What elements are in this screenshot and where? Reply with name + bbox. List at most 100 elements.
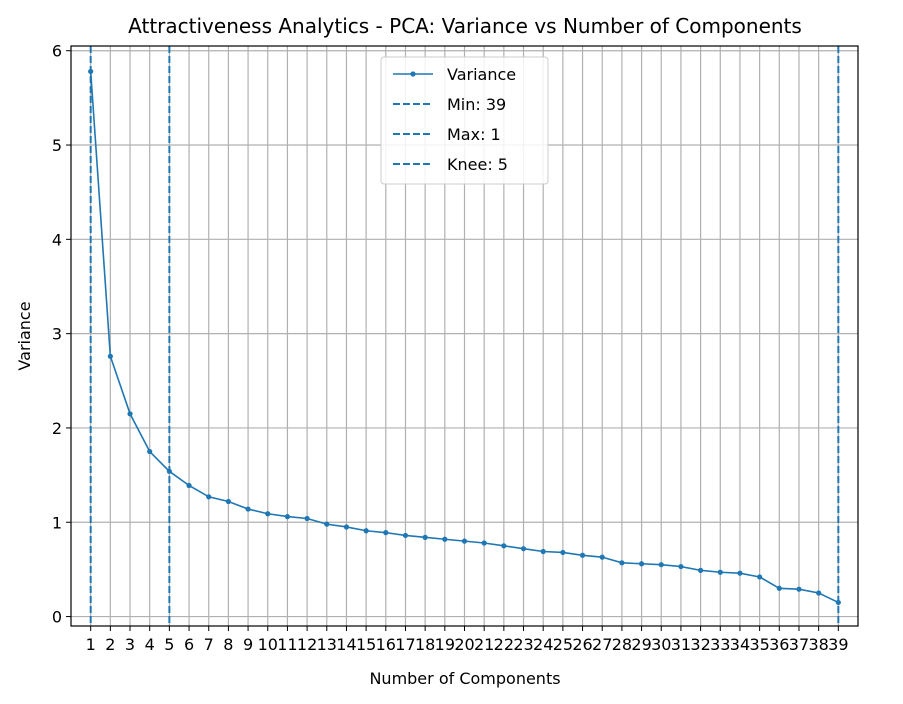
data-point: [579, 552, 586, 558]
data-point: [599, 554, 605, 560]
legend-box: [380, 56, 549, 185]
x-tick-label: 30: [651, 635, 671, 654]
x-tick-label: 11: [277, 635, 297, 654]
data-point: [166, 468, 172, 474]
data-point: [265, 511, 271, 517]
data-point: [304, 515, 310, 522]
x-tick-label: 39: [828, 635, 848, 654]
data-point: [186, 482, 192, 489]
data-point: [816, 590, 822, 596]
data-point: [206, 494, 212, 500]
x-tick-label: 21: [474, 635, 494, 654]
x-tick-label: 23: [513, 635, 533, 654]
data-point: [225, 498, 231, 505]
x-tick-label: 1: [86, 635, 96, 654]
x-tick-label: 10: [258, 635, 278, 654]
data-point: [757, 574, 763, 580]
data-point: [678, 563, 684, 570]
x-tick-label: 6: [184, 635, 194, 654]
x-axis-label: Number of Components: [369, 669, 560, 688]
y-axis-label: Variance: [15, 301, 34, 370]
x-tick-label: 27: [592, 635, 612, 654]
data-point: [343, 524, 350, 530]
legend-label: Min: 39: [447, 95, 506, 114]
chart-title: Attractiveness Analytics - PCA: Variance…: [128, 14, 802, 38]
data-point: [540, 548, 546, 555]
data-point: [324, 521, 330, 527]
legend-label: Max: 1: [447, 125, 501, 144]
series-variance: [88, 68, 841, 606]
y-tick-label: 2: [52, 419, 62, 438]
data-point: [442, 536, 448, 542]
x-tick-label: 5: [164, 635, 174, 654]
data-point: [147, 448, 153, 455]
data-point: [835, 599, 841, 606]
data-point: [284, 514, 291, 520]
y-tick-label: 3: [52, 325, 62, 344]
x-tick-label: 4: [145, 635, 155, 654]
x-tick-label: 31: [671, 635, 691, 654]
data-point: [501, 543, 507, 549]
x-tick-label: 38: [808, 635, 828, 654]
x-tick-label: 12: [297, 635, 317, 654]
x-tick-label: 33: [710, 635, 730, 654]
legend-label: Knee: 5: [447, 155, 508, 174]
data-point: [717, 569, 723, 575]
x-tick-label: 17: [395, 635, 415, 654]
data-point: [737, 570, 743, 576]
x-tick-label: 28: [612, 635, 632, 654]
data-point: [776, 585, 782, 591]
x-tick-label: 8: [223, 635, 233, 654]
data-point: [520, 546, 527, 552]
data-point: [638, 561, 645, 567]
x-tick-label: 22: [494, 635, 514, 654]
x-tick-label: 37: [789, 635, 809, 654]
data-point: [402, 532, 409, 539]
x-tick-label: 7: [204, 635, 214, 654]
data-point: [363, 528, 369, 534]
data-point: [560, 549, 566, 556]
y-tick-label: 4: [52, 230, 62, 249]
x-tick-label: 36: [769, 635, 789, 654]
x-tick-label: 15: [356, 635, 376, 654]
x-tick-label: 29: [631, 635, 651, 654]
data-point: [461, 538, 468, 544]
data-point: [127, 411, 133, 417]
x-tick-label: 24: [533, 635, 553, 654]
x-tick-label: 35: [749, 635, 769, 654]
data-point: [422, 534, 428, 540]
x-tick-label: 13: [317, 635, 337, 654]
x-tick-label: 19: [435, 635, 455, 654]
data-point: [383, 530, 389, 536]
data-point: [698, 567, 704, 573]
x-tick-label: 18: [415, 635, 435, 654]
x-tick-label: 2: [105, 635, 115, 654]
x-tick-label: 32: [690, 635, 710, 654]
data-point: [481, 540, 487, 546]
y-tick-label: 5: [52, 136, 62, 155]
x-tick-label: 26: [572, 635, 592, 654]
x-tick-label: 9: [243, 635, 253, 654]
data-point: [619, 560, 625, 566]
x-tick-label: 3: [125, 635, 135, 654]
data-point: [245, 506, 251, 512]
y-tick-label: 0: [52, 608, 62, 627]
data-point: [88, 68, 94, 75]
legend-marker: [410, 71, 416, 77]
y-axis-ticks: 0 1 2 3 4 5 6: [52, 42, 71, 627]
x-tick-label: 20: [454, 635, 474, 654]
x-tick-label: 16: [376, 635, 396, 654]
y-tick-label: 6: [52, 42, 62, 61]
x-tick-label: 14: [336, 635, 356, 654]
data-point: [796, 586, 802, 592]
x-tick-label: 25: [553, 635, 573, 654]
legend: Variance Min: 39 Max: 1 Knee: 5: [380, 56, 549, 185]
legend-label: Variance: [447, 65, 516, 84]
data-point: [658, 562, 664, 568]
data-point: [107, 353, 113, 359]
y-tick-label: 1: [52, 513, 62, 532]
reference-lines: [89, 46, 840, 626]
x-tick-label: 34: [730, 635, 750, 654]
x-axis-ticks: 1 2 3 4 5 6 7 8 9 10 11 12 13 14 15 16 17 18 19 20 21 22 23 24 2…: [86, 626, 849, 654]
